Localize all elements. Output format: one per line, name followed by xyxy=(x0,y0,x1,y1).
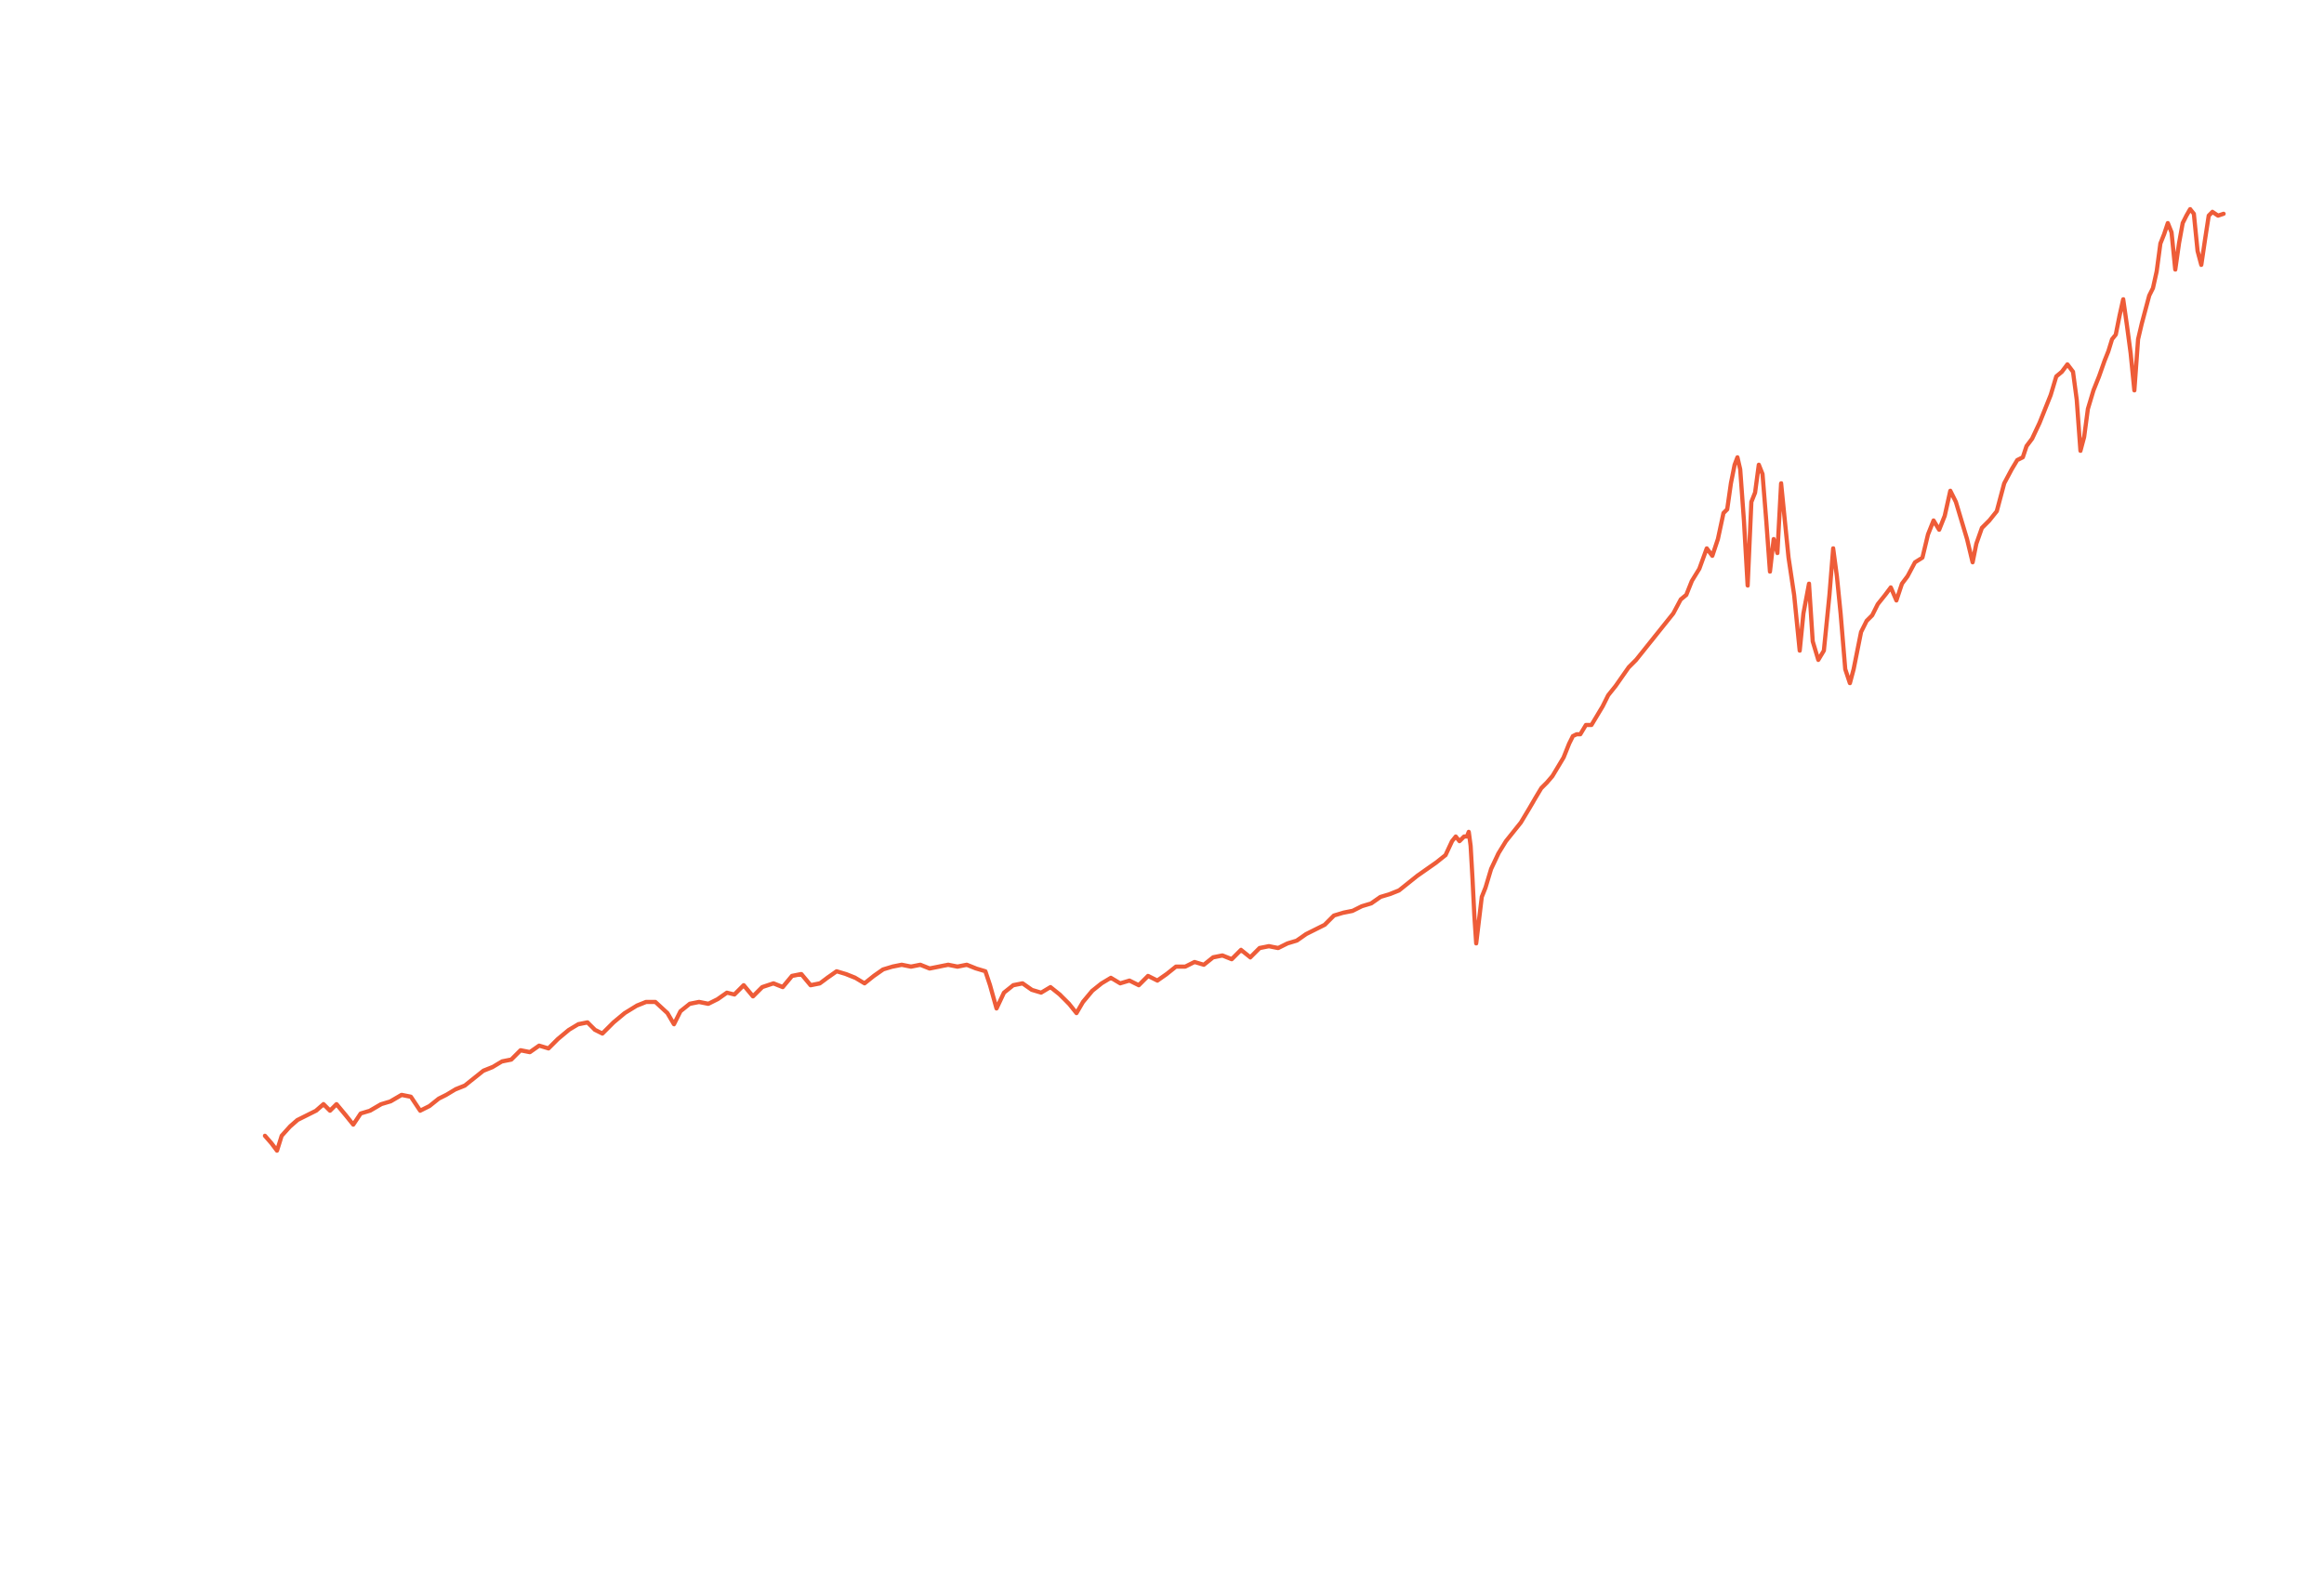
price-line xyxy=(262,206,2226,1153)
plot-area xyxy=(262,206,2226,1153)
